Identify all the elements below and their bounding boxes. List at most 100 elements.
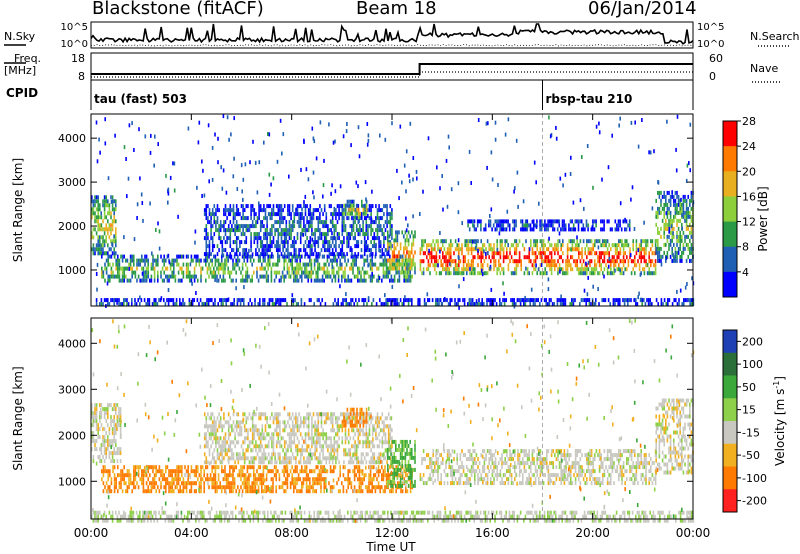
heatmap-cell <box>155 469 157 474</box>
heatmap-cell <box>496 219 498 224</box>
heatmap-cell <box>152 258 154 263</box>
heatmap-cell <box>158 298 160 303</box>
heatmap-cell <box>674 198 677 203</box>
heatmap-cell <box>263 298 266 303</box>
heatmap-cell <box>666 254 669 259</box>
heatmap-cell <box>666 206 669 211</box>
heatmap-cell <box>123 473 125 478</box>
heatmap-cell <box>210 444 212 449</box>
heatmap-cell <box>123 270 125 275</box>
heatmap-cell <box>326 254 329 259</box>
heatmap-cell <box>301 481 303 486</box>
heatmap-cell <box>676 114 679 119</box>
heatmap-cell <box>325 481 327 486</box>
heatmap-cell <box>610 259 612 264</box>
heatmap-cell <box>523 298 525 303</box>
heatmap-cell <box>676 218 678 223</box>
heatmap-cell <box>101 477 103 482</box>
heatmap-cell <box>492 302 495 307</box>
heatmap-cell <box>211 412 214 417</box>
heatmap-cell <box>202 168 204 173</box>
heatmap-cell <box>221 248 224 253</box>
heatmap-cell <box>305 270 308 275</box>
heatmap-cell <box>293 219 296 224</box>
heatmap-cell <box>622 259 625 264</box>
heatmap-cell <box>547 259 550 264</box>
heatmap-cell <box>235 286 237 291</box>
heatmap-cell <box>115 219 117 224</box>
heatmap-cell <box>208 252 211 257</box>
heatmap-cell <box>531 227 533 232</box>
heatmap-cell <box>566 267 569 272</box>
heatmap-cell <box>564 172 567 177</box>
heatmap-cell <box>261 248 264 253</box>
heatmap-cell <box>466 271 468 276</box>
heatmap-cell <box>270 274 273 279</box>
heatmap-cell <box>165 173 167 178</box>
heatmap-cell <box>566 243 569 248</box>
heatmap-cell <box>193 270 196 275</box>
heatmap-cell <box>539 271 542 276</box>
heatmap-cell <box>210 232 212 237</box>
heatmap-cell <box>626 243 628 248</box>
heatmap-cell <box>229 416 232 421</box>
heatmap-cell <box>608 271 610 276</box>
heatmap-cell <box>655 214 657 219</box>
heatmap-cell <box>663 230 665 235</box>
heatmap-cell <box>606 259 609 264</box>
heatmap-cell <box>500 302 503 307</box>
heatmap-cell <box>232 174 235 179</box>
heatmap-cell <box>309 258 311 263</box>
heatmap-cell <box>117 254 119 259</box>
heatmap-cell <box>133 254 135 259</box>
heatmap-cell <box>360 469 362 474</box>
heatmap-cell <box>149 150 152 155</box>
heatmap-cell <box>302 469 305 474</box>
heatmap-cell <box>349 203 352 208</box>
heatmap-cell <box>320 248 323 253</box>
heatmap-cell <box>259 298 261 303</box>
heatmap-cell <box>322 244 324 249</box>
heatmap-cell <box>263 232 265 237</box>
heatmap-cell <box>110 247 112 252</box>
heatmap-cell <box>134 270 137 275</box>
heatmap-cell <box>237 212 240 217</box>
heatmap-cell <box>285 224 288 229</box>
heatmap-cell <box>307 212 310 217</box>
heatmap-cell <box>353 262 356 267</box>
heatmap-cell <box>371 204 374 209</box>
heatmap-cell <box>658 250 661 255</box>
heatmap-cell <box>536 247 538 252</box>
heatmap-cell <box>113 415 115 420</box>
heatmap-cell <box>275 465 277 470</box>
heatmap-cell <box>389 473 391 478</box>
heatmap-cell <box>339 465 341 470</box>
heatmap-cell <box>426 292 429 297</box>
heatmap-cell <box>147 302 149 307</box>
heatmap-cell <box>383 240 385 245</box>
heatmap-cell <box>493 255 495 260</box>
heatmap-cell <box>280 208 283 213</box>
heatmap-cell <box>398 262 400 267</box>
heatmap-cell <box>136 258 138 263</box>
colorbar-segment <box>723 121 737 147</box>
heatmap-cell <box>353 302 355 307</box>
heatmap-cell <box>411 266 413 271</box>
heatmap-cell <box>528 251 530 256</box>
heatmap-cell <box>601 298 603 303</box>
heatmap-cell <box>108 235 111 240</box>
heatmap-cell <box>570 155 572 160</box>
heatmap-cell <box>267 469 269 474</box>
heatmap-cell <box>359 228 361 233</box>
heatmap-cell <box>685 178 688 183</box>
heatmap-cell <box>489 214 491 218</box>
heatmap-cell <box>142 266 145 271</box>
heatmap-cell <box>251 204 254 209</box>
heatmap-cell <box>370 212 372 217</box>
heatmap-cell <box>163 473 165 478</box>
heatmap-cell <box>95 447 98 452</box>
heatmap-cell <box>412 177 414 182</box>
heatmap-cell <box>108 207 111 212</box>
heatmap-cell <box>277 252 279 257</box>
heatmap-cell <box>223 412 225 417</box>
